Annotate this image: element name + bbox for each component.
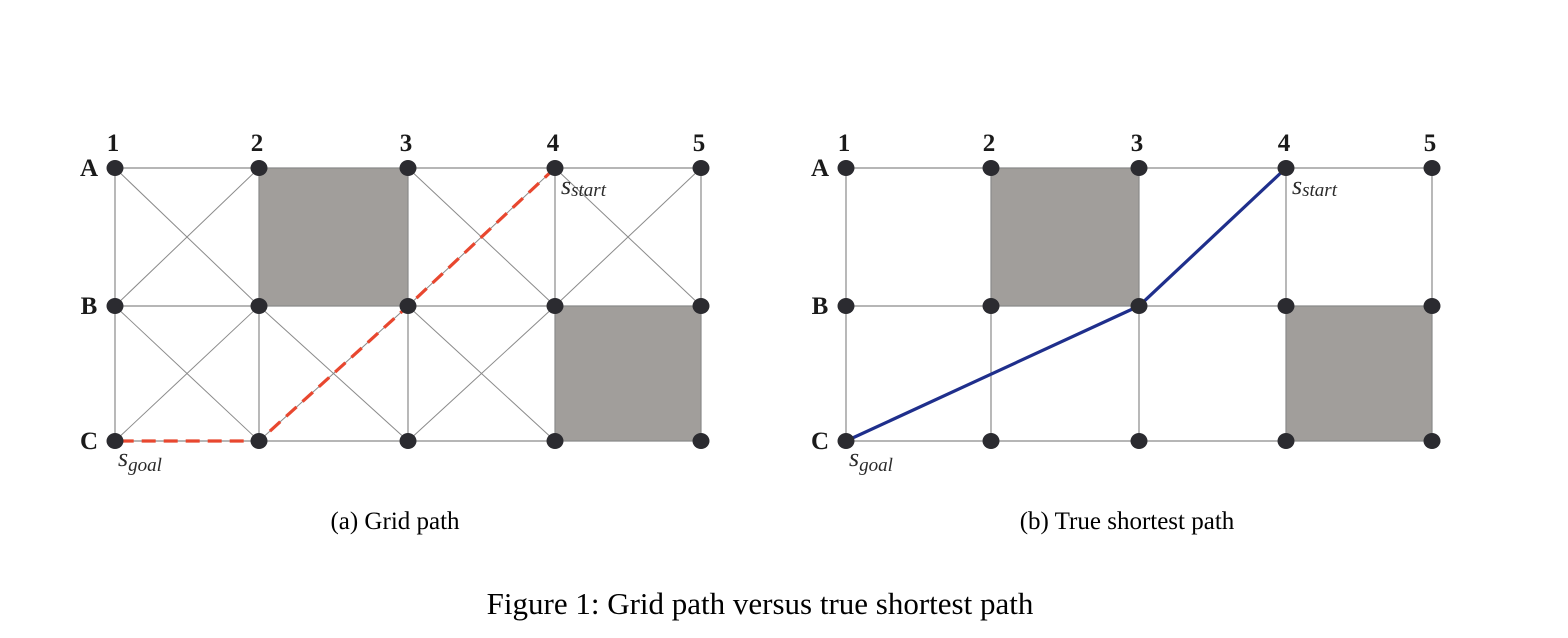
node-B3 (1130, 298, 1148, 314)
node-C1 (106, 433, 124, 449)
obstacle-cell (259, 168, 408, 306)
node-B4 (546, 298, 564, 314)
goal-subscript: goal (859, 455, 893, 476)
diagonal-edge (407, 305, 556, 442)
figure-caption: Figure 1: Grid path versus true shortest… (487, 586, 1034, 621)
panel-a-caption: (a) Grid path (330, 508, 460, 535)
node-A1 (837, 160, 855, 176)
grid-path-line (115, 166, 557, 443)
start-label: sstart (1292, 171, 1338, 201)
column-label: 1 (838, 130, 851, 157)
goal-label: sgoal (849, 443, 893, 476)
node-C2 (250, 433, 268, 449)
node-B5 (692, 298, 710, 314)
node-B2 (250, 298, 268, 314)
row-label: C (811, 428, 829, 455)
start-symbol: s (1292, 171, 1302, 200)
column-label: 5 (693, 130, 706, 157)
node-A3 (399, 160, 417, 176)
row-label: B (812, 293, 829, 320)
obstacle-cell (555, 306, 701, 441)
panel-b-caption: (b) True shortest path (1020, 508, 1235, 535)
goal-label: sgoal (118, 443, 162, 476)
obstacle-cell (991, 168, 1139, 306)
diagonal-edge (258, 305, 409, 442)
start-subscript: start (571, 180, 607, 201)
start-label: sstart (561, 171, 607, 201)
diagonal-edge (114, 167, 260, 307)
node-B4 (1277, 298, 1295, 314)
obstacle-cell (1286, 306, 1432, 441)
node-A4 (546, 160, 564, 176)
node-C4 (546, 433, 564, 449)
diagonal-edge (554, 167, 702, 307)
node-A2 (250, 160, 268, 176)
node-C5 (1423, 433, 1441, 449)
node-A5 (1423, 160, 1441, 176)
node-C2 (982, 433, 1000, 449)
row-label: C (80, 428, 98, 455)
column-label: 4 (547, 130, 560, 157)
node-A5 (692, 160, 710, 176)
node-A4 (1277, 160, 1295, 176)
node-B1 (106, 298, 124, 314)
column-label: 2 (983, 130, 996, 157)
column-label: 5 (1424, 130, 1437, 157)
column-label: 3 (1131, 130, 1144, 157)
row-label: A (811, 155, 829, 182)
goal-subscript: goal (128, 455, 162, 476)
column-label: 1 (107, 130, 120, 157)
node-C1 (837, 433, 855, 449)
node-A3 (1130, 160, 1148, 176)
node-B5 (1423, 298, 1441, 314)
column-label: 3 (400, 130, 413, 157)
column-label: 2 (251, 130, 264, 157)
node-A2 (982, 160, 1000, 176)
node-C3 (399, 433, 417, 449)
column-label: 4 (1278, 130, 1291, 157)
start-symbol: s (561, 171, 571, 200)
diagonal-edge (114, 305, 260, 442)
node-B2 (982, 298, 1000, 314)
goal-symbol: s (118, 443, 128, 472)
start-subscript: start (1302, 180, 1338, 201)
node-A1 (106, 160, 124, 176)
node-B3 (399, 298, 417, 314)
row-label: B (81, 293, 98, 320)
row-label: A (80, 155, 98, 182)
node-C3 (1130, 433, 1148, 449)
node-C4 (1277, 433, 1295, 449)
node-C5 (692, 433, 710, 449)
node-B1 (837, 298, 855, 314)
goal-symbol: s (849, 443, 859, 472)
